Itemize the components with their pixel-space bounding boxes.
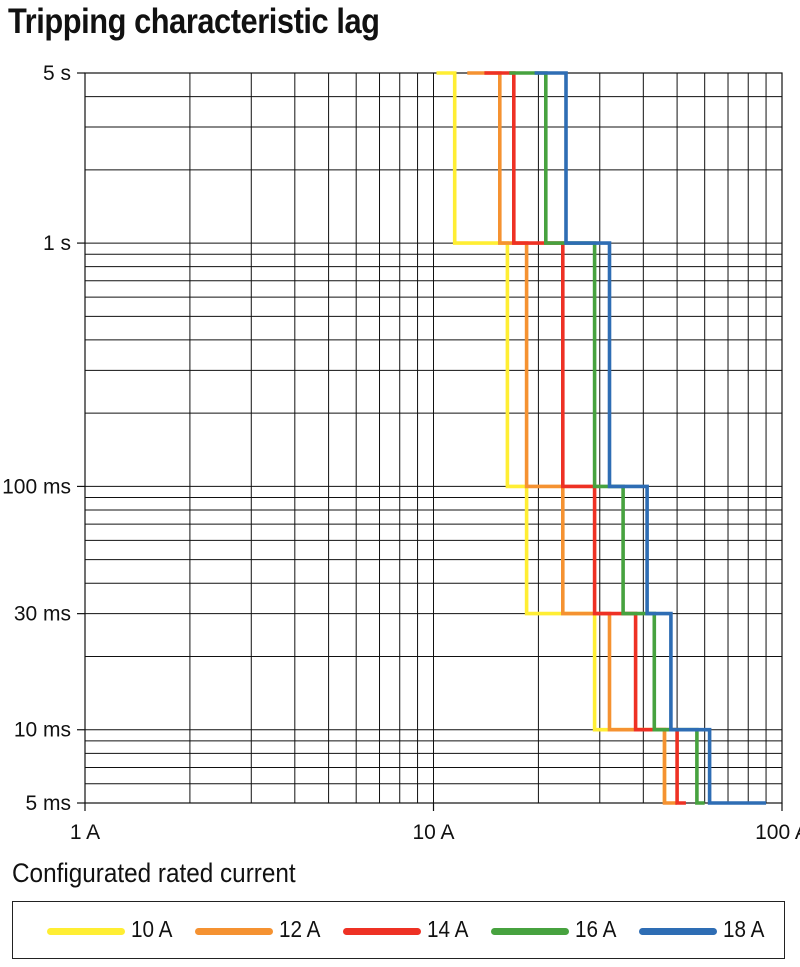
y-tick-label: 5 s [43, 62, 71, 85]
legend-label: 10 A [131, 916, 173, 942]
x-tick-labels: 1 A 10 A 100 A [70, 803, 800, 844]
legend-swatch [343, 928, 421, 935]
series-line-3 [484, 71, 686, 805]
series-line-2 [467, 71, 678, 805]
legend-label: 18 A [723, 916, 765, 942]
y-tick-label: 5 ms [25, 792, 71, 815]
chart-grid [84, 72, 783, 804]
legend-swatch [47, 928, 125, 935]
y-tick-label: 30 ms [14, 603, 71, 626]
legend-label: 14 A [427, 916, 469, 942]
chart-title: Tripping characteristic lag [8, 2, 380, 41]
legend-label: 16 A [575, 916, 617, 942]
legend-swatch [639, 928, 717, 935]
y-tick-label: 1 s [43, 232, 71, 255]
legend-swatch [195, 928, 273, 935]
y-tick-label: 100 ms [2, 475, 71, 498]
series-line-4 [509, 71, 705, 805]
x-tick-label: 1 A [70, 821, 100, 844]
series-line-1 [436, 71, 667, 803]
legend-swatch [491, 928, 569, 935]
x-tick-label: 10 A [412, 821, 454, 844]
series-line-5 [534, 71, 767, 805]
legend: 10 A 12 A 14 A 16 A 18 A [12, 901, 785, 959]
chart-plot: 5 s 1 s 100 ms 30 ms 10 ms 5 ms 1 A 10 A 100 A [2, 62, 800, 844]
y-tick-labels: 5 s 1 s 100 ms 30 ms 10 ms 5 ms [2, 62, 85, 815]
legend-label: 12 A [279, 916, 321, 942]
x-tick-label: 100 A [755, 821, 800, 844]
chart-series [436, 71, 767, 805]
y-tick-label: 10 ms [14, 719, 71, 742]
legend-title: Configurated rated current [12, 858, 296, 888]
